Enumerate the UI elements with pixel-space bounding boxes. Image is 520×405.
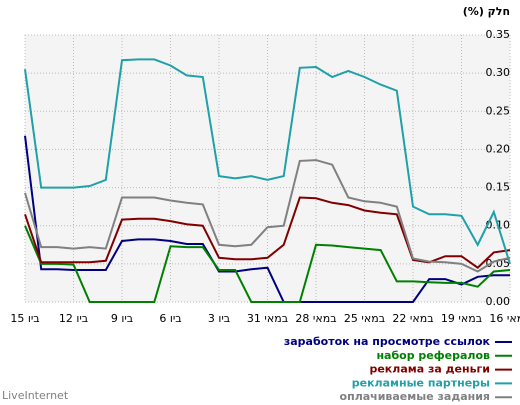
x-tick-label: 19 במאי [441,312,482,325]
y-tick-label: 0.20 [486,142,511,155]
x-tick-label: 25 במאי [344,312,385,325]
x-tick-label: 28 במאי [295,312,336,325]
y-tick-label: 0.00 [486,295,511,308]
x-tick-label: 16 במאי [489,312,520,325]
legend-label: заработок на просмотре ссылок [284,335,491,348]
legend-label: оплачиваемые задания [340,390,490,403]
chart-title: חלק (%) [463,5,510,18]
legend-label: рекламные партнеры [352,376,490,389]
legend-label: набор рефералов [376,349,490,362]
x-tick-label: 12 ביו [59,312,88,325]
legend-label: реклама за деньги [369,363,490,376]
y-tick-label: 0.25 [486,104,511,117]
x-tick-label: 6 ביו [159,312,181,325]
y-tick-label: 0.30 [486,66,511,79]
series-line [24,225,511,303]
x-tick-label: 9 ביו [111,312,133,325]
series-line [24,58,511,265]
x-tick-label: 3 ביו [208,312,230,325]
y-tick-label: 0.35 [486,28,511,41]
series-line [24,135,510,303]
y-tick-label: 0.15 [486,181,511,194]
x-tick-label: 31 במאי [247,312,288,325]
brand: LiveInternet [2,389,69,402]
x-tick-label: 15 ביו [10,312,39,325]
x-tick-label: 22 במאי [392,312,433,325]
series-line [24,159,511,273]
